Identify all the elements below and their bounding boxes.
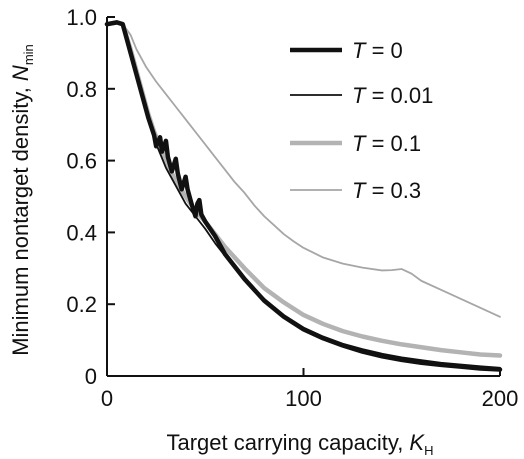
y-ticks: 0 0.2 0.4 0.6 0.8 1.0 [66,5,115,389]
legend-var: T [352,131,367,156]
axes [106,17,500,377]
x-axis-title: Target carrying capacity, KH [167,430,434,458]
series-layer [104,20,503,372]
legend-label-1: T = 0 [352,38,403,63]
legend-var: T [352,83,367,108]
x-axis-title-sub: H [424,443,433,458]
y-tick-label: 0.8 [66,77,97,102]
y-tick-label: 0.4 [66,220,97,245]
y-tick-label: 0.2 [66,292,97,317]
legend-label-3: T = 0.1 [352,131,421,156]
y-tick-label: 0 [85,364,97,389]
y-axis-title-sub: min [21,44,36,65]
legend-var: T [352,178,367,203]
series-line-4 [106,21,501,318]
x-tick-label: 0 [101,386,113,411]
y-axis-title-var: N [8,65,33,81]
series-line-1 [104,20,503,372]
legend-value: = 0.01 [365,83,433,108]
x-axis-title-var: K [409,430,425,455]
y-axis-title-text: Minimum nontarget density, [8,81,33,356]
legend-value: = 0 [365,38,402,63]
x-ticks: 0 100 200 [101,368,518,411]
series-line-3 [104,20,503,358]
x-axis-title-text: Target carrying capacity, [167,430,410,455]
legend: T = 0T = 0.01T = 0.1T = 0.3 [290,38,433,203]
x-tick-label: 100 [285,386,322,411]
y-axis-title: Minimum nontarget density, Nmin [8,44,36,356]
legend-var: T [352,38,367,63]
y-tick-label: 0.6 [66,149,97,174]
legend-label-2: T = 0.01 [352,83,433,108]
y-tick-label: 1.0 [66,5,97,30]
legend-value: = 0.1 [365,131,421,156]
legend-label-4: T = 0.3 [352,178,421,203]
x-tick-label: 200 [482,386,519,411]
legend-value: = 0.3 [365,178,421,203]
